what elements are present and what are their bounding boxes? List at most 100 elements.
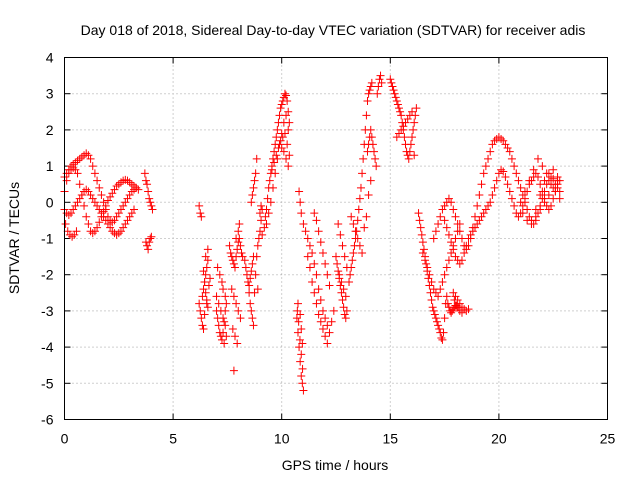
data-point (341, 314, 350, 323)
data-point (229, 366, 238, 375)
data-point (195, 201, 204, 210)
data-point (503, 180, 512, 189)
data-point (144, 187, 153, 196)
data-point (353, 216, 362, 225)
data-point (425, 270, 434, 279)
data-point (145, 194, 154, 203)
data-point (329, 306, 338, 315)
data-point (336, 230, 345, 239)
data-point (356, 183, 365, 192)
data-point (523, 216, 532, 225)
data-point (460, 248, 469, 257)
data-point (212, 292, 221, 301)
data-point (316, 238, 325, 247)
data-point (253, 285, 262, 294)
data-point (219, 285, 228, 294)
data-point (299, 386, 308, 395)
data-point (310, 209, 319, 218)
data-point (362, 212, 371, 221)
data-point (298, 379, 307, 388)
data-point (372, 162, 381, 171)
data-point (393, 100, 402, 109)
data-point (421, 256, 430, 265)
data-point (231, 263, 240, 272)
data-point (373, 89, 382, 98)
data-point (342, 306, 351, 315)
data-point (242, 270, 251, 279)
data-point (227, 285, 236, 294)
data-point (285, 151, 294, 160)
data-point (536, 180, 545, 189)
data-point (143, 180, 152, 189)
data-point (297, 209, 306, 218)
data-point (72, 227, 81, 236)
data-point (397, 111, 406, 120)
data-point (481, 162, 490, 171)
data-point (61, 220, 70, 229)
data-point (536, 205, 545, 214)
data-point (351, 227, 360, 236)
data-point (520, 194, 529, 203)
data-point (282, 111, 291, 120)
data-point (93, 223, 102, 232)
data-point (394, 104, 403, 113)
data-point (247, 306, 256, 315)
data-point (345, 277, 354, 286)
data-point (418, 248, 427, 257)
data-point (197, 212, 206, 221)
data-point (267, 165, 276, 174)
data-point (366, 82, 375, 91)
data-point (199, 325, 208, 333)
data-point (408, 107, 417, 116)
data-point (531, 212, 540, 221)
data-point (449, 205, 458, 214)
data-point (93, 176, 102, 185)
data-point (434, 292, 443, 301)
data-point (296, 357, 305, 366)
x-axis-label: GPS time / hours (282, 457, 389, 473)
data-point (279, 118, 288, 127)
y-tick-label: -5 (41, 375, 54, 391)
data-point (323, 339, 332, 348)
data-point (370, 147, 379, 156)
data-point (451, 212, 460, 221)
data-point (367, 78, 376, 87)
data-point (435, 325, 444, 333)
data-point (366, 176, 375, 185)
data-point (341, 292, 350, 301)
data-point (262, 220, 271, 229)
data-point (314, 285, 323, 294)
data-point (367, 133, 376, 142)
data-point (424, 274, 433, 283)
data-point (479, 169, 488, 178)
data-point (295, 187, 304, 196)
data-point (353, 234, 362, 243)
data-point (196, 306, 205, 315)
data-point (442, 292, 451, 301)
data-point (536, 191, 545, 200)
data-point (364, 191, 373, 200)
data-point (360, 223, 369, 232)
data-point (406, 140, 415, 149)
data-point (221, 321, 230, 330)
data-point (490, 183, 499, 192)
data-point (533, 154, 542, 163)
chart-title: Day 018 of 2018, Sidereal Day-to-day VTE… (81, 22, 586, 38)
data-point (295, 343, 304, 352)
data-point (389, 86, 398, 95)
data-point (520, 187, 529, 196)
data-point (444, 230, 453, 239)
data-point (449, 245, 458, 254)
data-point (549, 165, 558, 174)
data-point (449, 288, 458, 297)
data-point (284, 162, 293, 171)
data-point (276, 104, 285, 113)
data-point (525, 176, 534, 185)
data-point (229, 259, 238, 268)
data-point (505, 187, 514, 196)
data-point (228, 256, 237, 265)
data-point (388, 82, 397, 91)
data-point (200, 277, 209, 286)
data-point (484, 154, 493, 163)
data-point (431, 227, 440, 236)
